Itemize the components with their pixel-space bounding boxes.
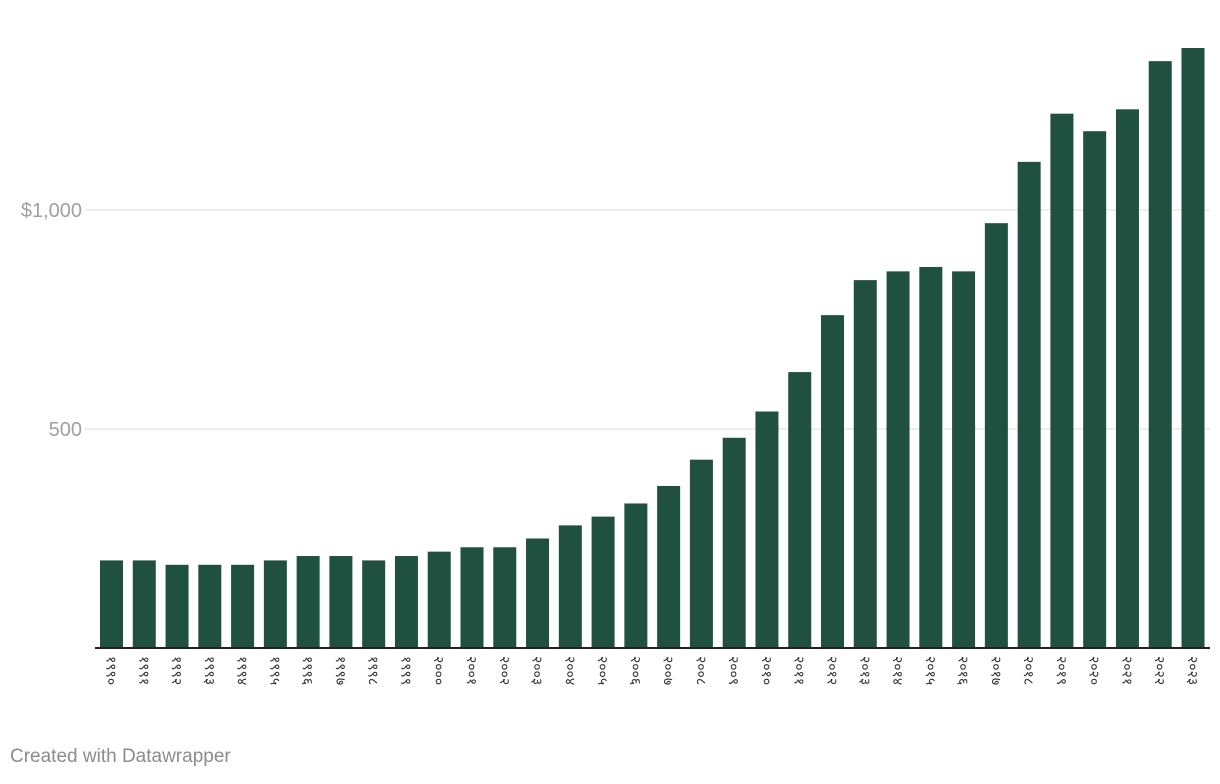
x-tick-label: २०१० bbox=[758, 656, 774, 685]
x-tick-label: १९९८ bbox=[365, 656, 381, 685]
gridlines bbox=[85, 209, 1210, 430]
bar-26 bbox=[952, 271, 976, 648]
bar-9 bbox=[394, 556, 418, 648]
x-tick-label: २००७ bbox=[660, 656, 676, 685]
x-tick-label: १९९२ bbox=[168, 656, 184, 685]
x-tick-label: २०२२ bbox=[1151, 656, 1167, 685]
bar-5 bbox=[263, 560, 287, 648]
x-tick-label: २०१४ bbox=[889, 656, 905, 685]
x-tick-label: २०१५ bbox=[922, 656, 938, 685]
bar-23 bbox=[853, 280, 877, 648]
x-tick-label: २००३ bbox=[529, 656, 545, 685]
x-tick-label: २००२ bbox=[496, 656, 512, 685]
bar-12 bbox=[493, 547, 517, 648]
bar-33 bbox=[1181, 48, 1205, 648]
bar-14 bbox=[558, 525, 582, 648]
x-tick-label: २०१८ bbox=[1020, 656, 1036, 685]
bar-28 bbox=[1017, 161, 1041, 648]
x-tick-label: २००५ bbox=[594, 656, 610, 685]
x-tick-label: २०२३ bbox=[1184, 656, 1200, 685]
x-tick-label: २०१३ bbox=[856, 656, 872, 685]
x-tick-label: २००९ bbox=[725, 656, 741, 685]
x-tick-label: २०१२ bbox=[824, 656, 840, 685]
x-tick-label: २००६ bbox=[627, 656, 643, 685]
x-tick-label: २००४ bbox=[561, 656, 577, 685]
bar-18 bbox=[689, 459, 713, 648]
bar-7 bbox=[329, 556, 353, 648]
bar-30 bbox=[1083, 131, 1107, 648]
bar-21 bbox=[788, 372, 812, 648]
bar-10 bbox=[427, 551, 451, 648]
y-tick-label: $1,000 bbox=[21, 200, 82, 222]
x-tick-label: १९९५ bbox=[266, 656, 282, 685]
bar-29 bbox=[1050, 113, 1074, 648]
x-tick-label: १९९९ bbox=[397, 656, 413, 685]
bar-22 bbox=[821, 315, 844, 648]
bar-16 bbox=[624, 503, 648, 648]
bar-31 bbox=[1115, 109, 1139, 648]
credit-text: Created with Datawrapper bbox=[10, 746, 231, 767]
y-tick-labels: 500 $1,000 bbox=[21, 200, 82, 441]
x-tick-label: २००८ bbox=[692, 656, 708, 685]
bar-8 bbox=[362, 560, 386, 648]
x-tick-label: १९९७ bbox=[332, 656, 348, 685]
bar-15 bbox=[591, 516, 615, 648]
x-tick-label: २००१ bbox=[463, 656, 479, 685]
bar-11 bbox=[460, 547, 484, 648]
x-tick-labels: १९९० १९९१ १९९२ १९९३ १९९४ १९९५ १९९६ १९९७ १९९८ १९९९… bbox=[103, 656, 1201, 685]
bar-24 bbox=[886, 271, 910, 648]
x-tick-label: २००० bbox=[430, 656, 446, 685]
bar-19 bbox=[722, 437, 746, 648]
bar-17 bbox=[657, 485, 681, 648]
bar-0 bbox=[100, 560, 123, 648]
x-tick-label: २०१९ bbox=[1053, 656, 1069, 685]
bar-4 bbox=[231, 564, 255, 648]
bars bbox=[100, 48, 1205, 648]
bar-20 bbox=[755, 411, 779, 648]
bar-25 bbox=[919, 266, 943, 648]
bar-27 bbox=[984, 223, 1008, 648]
y-tick-label: 500 bbox=[49, 419, 82, 441]
bar-6 bbox=[296, 556, 320, 648]
x-tick-label: १९९० bbox=[103, 656, 119, 685]
bar-3 bbox=[198, 564, 222, 648]
x-tick-label: २०१७ bbox=[987, 656, 1003, 685]
x-tick-label: १९९३ bbox=[201, 656, 217, 685]
x-tick-label: १९९४ bbox=[234, 656, 250, 685]
bar-2 bbox=[165, 564, 189, 648]
x-tick-label: २०२१ bbox=[1118, 656, 1134, 685]
bar-1 bbox=[132, 560, 156, 648]
x-tick-label: २०२० bbox=[1086, 656, 1102, 685]
x-tick-label: १९९१ bbox=[135, 656, 151, 685]
x-tick-label: १९९६ bbox=[299, 656, 315, 685]
x-tick-label: २०१६ bbox=[955, 656, 971, 685]
x-tick-label: २०११ bbox=[791, 656, 807, 685]
bar-32 bbox=[1148, 61, 1172, 648]
bar-13 bbox=[526, 538, 550, 648]
